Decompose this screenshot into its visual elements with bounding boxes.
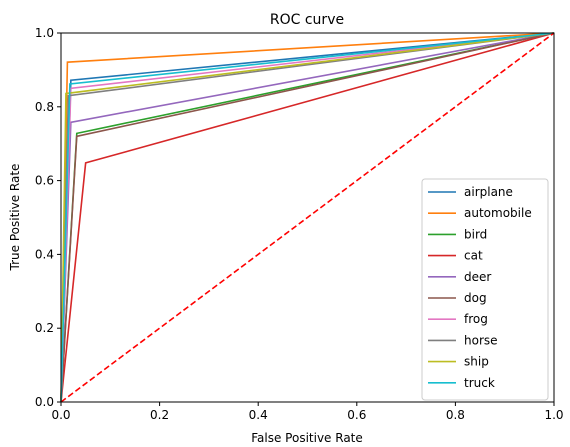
x-tick-label: 0.8 bbox=[446, 408, 465, 422]
x-axis-label: False Positive Rate bbox=[251, 431, 363, 445]
legend-label-cat: cat bbox=[464, 249, 483, 263]
y-tick-label: 0.6 bbox=[35, 174, 54, 188]
x-tick-label: 0.2 bbox=[150, 408, 169, 422]
x-tick-label: 0.6 bbox=[347, 408, 366, 422]
roc-line-ship bbox=[60, 32, 555, 403]
x-tick-label: 0.4 bbox=[249, 408, 268, 422]
reference-diagonal-line bbox=[60, 32, 555, 403]
roc-line-dog bbox=[60, 32, 555, 403]
y-tick-label: 0.2 bbox=[35, 321, 54, 335]
legend-label-ship: ship bbox=[464, 355, 489, 369]
axes-frame bbox=[60, 32, 555, 403]
y-tick-label: 0.0 bbox=[35, 395, 54, 409]
legend-label-dog: dog bbox=[464, 291, 487, 305]
y-tick-label: 1.0 bbox=[35, 26, 54, 40]
y-tick-label: 0.8 bbox=[35, 100, 54, 114]
plot-area bbox=[60, 32, 555, 403]
roc-line-cat bbox=[60, 32, 555, 403]
legend-label-airplane: airplane bbox=[464, 185, 513, 199]
legend-label-automobile: automobile bbox=[464, 206, 532, 220]
legend-label-bird: bird bbox=[464, 227, 487, 241]
y-axis-label: True Positive Rate bbox=[8, 164, 22, 272]
axis-ticks: 0.0 0.2 0.4 0.6 0.8 1.0 0.0 0.2 0.4 0.6 0.8 1.0 bbox=[35, 26, 564, 422]
legend-label-deer: deer bbox=[464, 270, 491, 284]
x-tick-label: 1.0 bbox=[544, 408, 563, 422]
roc-line-truck bbox=[60, 32, 555, 403]
chart-title: ROC curve bbox=[270, 12, 344, 28]
legend-label-frog: frog bbox=[464, 312, 488, 326]
y-tick-label: 0.4 bbox=[35, 247, 54, 261]
legend: airplane automobile bird cat deer dog frog hors… bbox=[421, 178, 549, 401]
legend-label-horse: horse bbox=[464, 333, 498, 347]
x-tick-label: 0.0 bbox=[51, 408, 70, 422]
legend-label-truck: truck bbox=[464, 376, 495, 390]
